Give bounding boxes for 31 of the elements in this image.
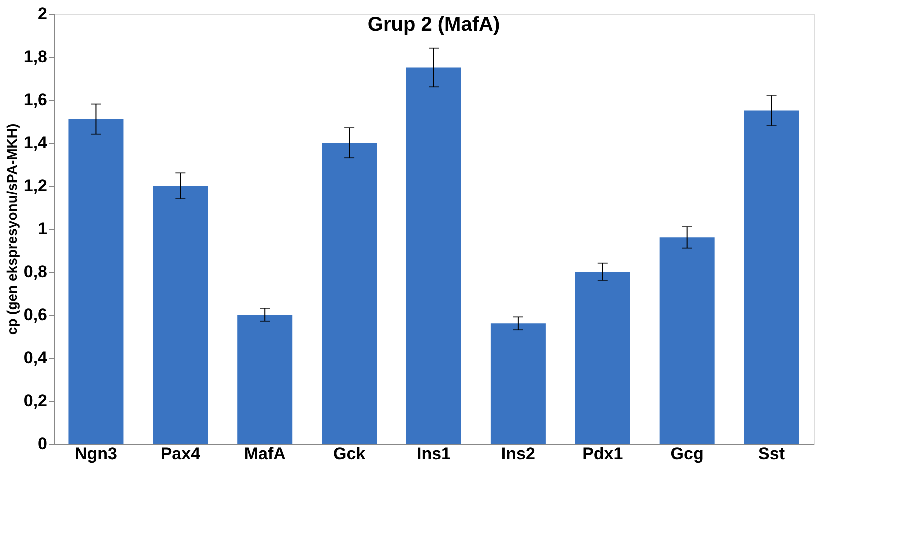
x-tick-label: Gcg — [670, 444, 704, 464]
bar — [153, 186, 208, 444]
bar — [660, 238, 715, 444]
y-tick-label: 1,4 — [24, 134, 48, 152]
bar — [490, 324, 546, 444]
y-tick-label: 0 — [38, 434, 48, 454]
x-tick-label: Ngn3 — [74, 444, 118, 464]
bar — [322, 143, 378, 444]
y-tick-label: 0,2 — [24, 392, 48, 410]
y-tick-label: 1 — [38, 220, 48, 238]
x-tick-label: Pdx1 — [582, 444, 624, 464]
bar — [238, 315, 293, 444]
y-tick-label: 2 — [38, 4, 48, 24]
bar — [744, 110, 800, 444]
x-tick-label: Ins2 — [501, 444, 536, 464]
bar — [575, 272, 630, 444]
x-tick-label: MafA — [244, 444, 286, 464]
y-tick-label: 1,2 — [24, 176, 48, 196]
x-tick-label: Pax4 — [160, 444, 202, 464]
y-tick-label: 0,6 — [24, 306, 48, 324]
y-tick-label: 1,6 — [24, 90, 48, 110]
y-tick-label: 0,4 — [24, 348, 48, 368]
y-tick-label: 0,8 — [24, 262, 48, 282]
x-tick-label: Gck — [333, 444, 366, 464]
x-tick-label: Sst — [758, 444, 786, 464]
bar — [406, 68, 462, 444]
y-axis-title: cp (gen ekspresyonu/sPA-MKH) — [4, 124, 20, 336]
chart-title: Grup 2 (MafA) — [368, 14, 500, 36]
x-tick-label: Ins1 — [416, 444, 452, 464]
y-tick-label: 1,8 — [24, 48, 48, 66]
bar — [68, 119, 124, 444]
